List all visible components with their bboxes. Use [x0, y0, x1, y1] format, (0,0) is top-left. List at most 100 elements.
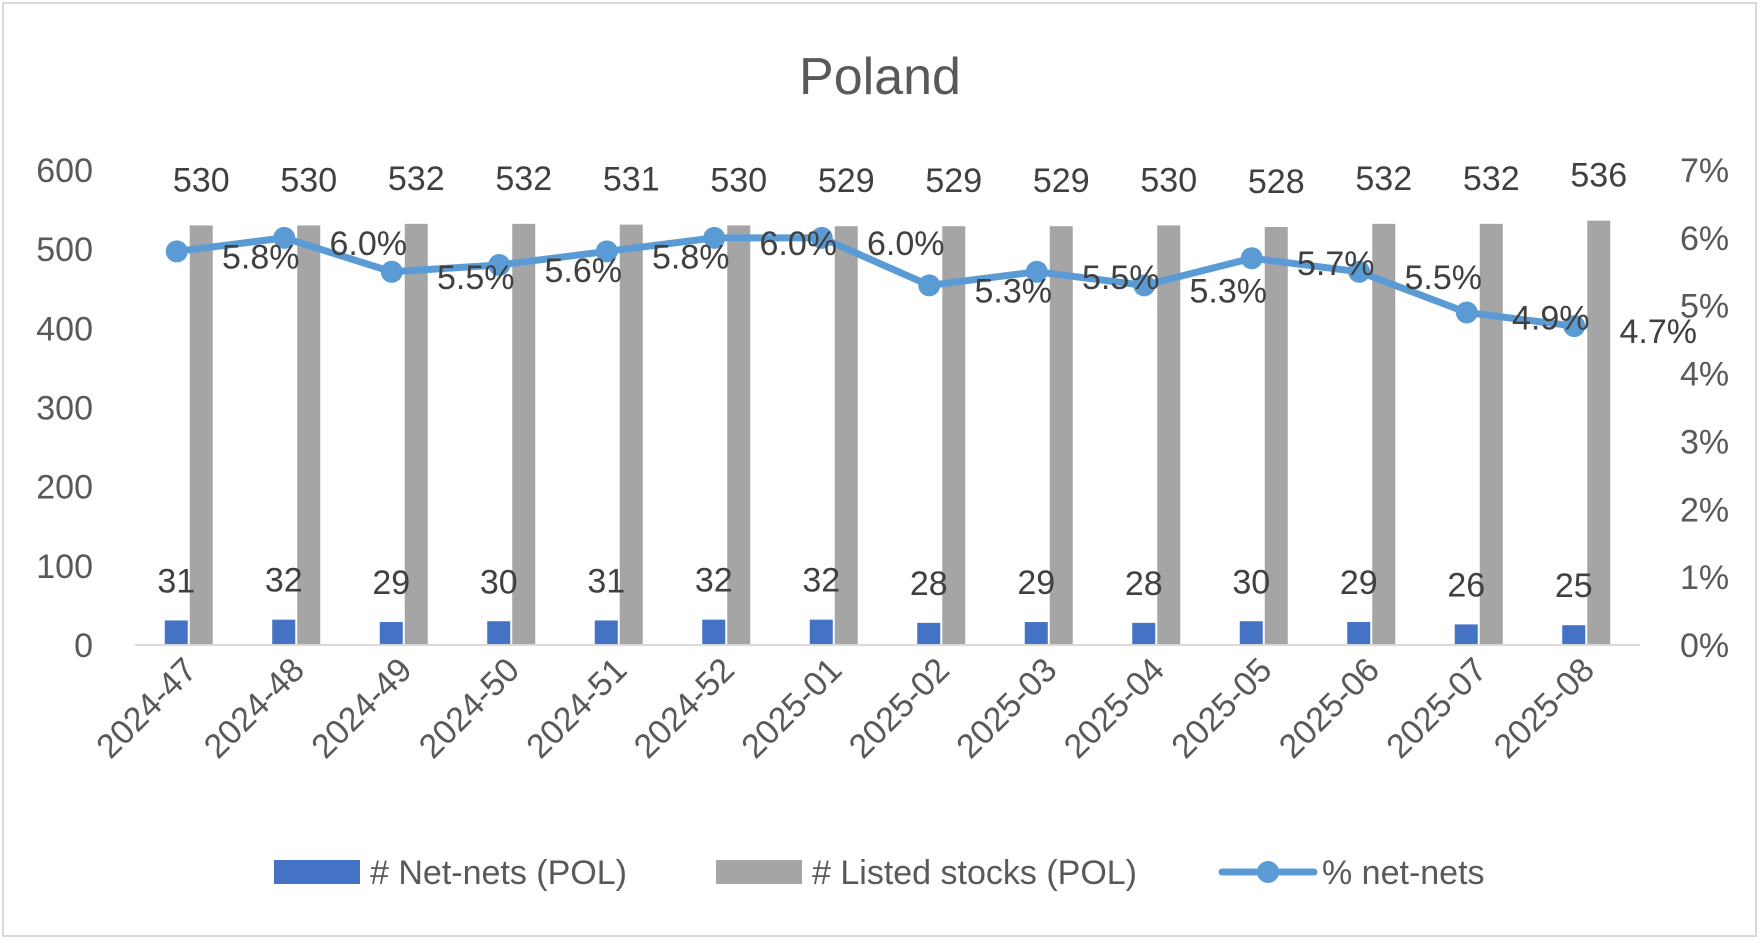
bar-listed-stocks [619, 224, 643, 645]
bar-net-nets [1562, 625, 1586, 645]
x-tick-label: 2025-05 [1164, 651, 1279, 766]
x-tick-label: 2024-50 [412, 651, 527, 766]
x-axis: 2024-472024-482024-492024-502024-512024-… [89, 651, 1602, 766]
chart-title: Poland [799, 48, 961, 106]
y2-tick-label: 5% [1680, 288, 1729, 326]
legend-swatch-listed-stocks [716, 860, 802, 884]
data-label-listed-stocks: 528 [1248, 163, 1305, 201]
data-label-percent: 4.9% [1512, 300, 1590, 338]
line-point [1025, 260, 1048, 283]
data-label-listed-stocks: 531 [603, 161, 660, 199]
data-label-listed-stocks: 536 [1570, 157, 1627, 195]
data-label-percent: 4.7% [1620, 313, 1698, 351]
data-label-percent: 5.5% [1082, 259, 1160, 297]
data-label-percent: 5.3% [1190, 272, 1268, 310]
data-label-net-nets: 32 [265, 562, 303, 600]
y-tick-label: 200 [36, 469, 93, 507]
x-tick-label: 2025-03 [949, 651, 1064, 766]
y2-tick-label: 1% [1680, 559, 1729, 597]
data-label-net-nets: 25 [1555, 567, 1593, 605]
data-label-percent: 5.8% [222, 238, 300, 276]
data-label-listed-stocks: 529 [818, 162, 875, 200]
bar-listed-stocks [727, 225, 751, 645]
data-label-net-nets: 29 [372, 564, 410, 602]
bar-listed-stocks [297, 225, 321, 645]
data-label-listed-stocks: 532 [388, 160, 445, 198]
data-label-net-nets: 28 [910, 565, 948, 603]
data-label-percent: 5.5% [437, 259, 515, 297]
x-tick-label: 2025-01 [734, 651, 849, 766]
line-point [1563, 315, 1586, 338]
line-point [380, 260, 403, 283]
bar-listed-stocks [189, 225, 213, 645]
data-label-percent: 5.8% [652, 238, 730, 276]
line-point [1133, 274, 1156, 297]
x-tick-label: 2025-04 [1057, 651, 1172, 766]
y-tick-label: 300 [36, 390, 93, 428]
x-tick-label: 2024-51 [519, 651, 634, 766]
bar-net-nets [1454, 624, 1478, 645]
data-label-listed-stocks: 530 [280, 161, 337, 199]
bar-net-nets [917, 622, 941, 645]
data-label-net-nets: 30 [480, 563, 518, 601]
line-point [273, 226, 296, 249]
legend: # Net-nets (POL) # Listed stocks (POL) % n… [274, 854, 1485, 892]
bar-listed-stocks [1049, 226, 1073, 646]
bar-listed-stocks [1264, 227, 1288, 645]
data-label-percent: 5.7% [1297, 245, 1375, 283]
bar-listed-stocks [404, 223, 428, 646]
data-label-listed-stocks: 529 [925, 162, 982, 200]
data-label-listed-stocks: 530 [173, 161, 230, 199]
line-point [1240, 247, 1263, 270]
data-label-net-nets: 29 [1340, 564, 1378, 602]
bar-listed-stocks [1587, 220, 1611, 645]
data-label-listed-stocks: 530 [710, 161, 767, 199]
x-tick-label: 2025-06 [1272, 651, 1387, 766]
bar-net-nets [809, 619, 833, 645]
line-labels: 5.8% 6.0% 5.5% 5.6% 5.8% 6.0% 6.0% 5.3% 5.5% 5.3%… [222, 225, 1697, 351]
y2-tick-label: 7% [1680, 152, 1729, 190]
x-tick-label: 2024-49 [304, 651, 419, 766]
y-tick-label: 600 [36, 152, 93, 190]
x-tick-label: 2024-48 [197, 651, 312, 766]
legend-label-net-nets: # Net-nets (POL) [370, 854, 627, 892]
y-tick-label: 100 [36, 548, 93, 586]
data-label-percent: 5.5% [1405, 259, 1483, 297]
bar-net-nets [594, 620, 618, 645]
y2-tick-label: 0% [1680, 627, 1729, 665]
bar-net-nets [1347, 622, 1371, 645]
bar-net-nets [1239, 621, 1263, 645]
bars [164, 220, 1611, 646]
data-label-listed-stocks: 532 [1355, 160, 1412, 198]
data-label-net-nets: 31 [157, 562, 195, 600]
data-label-net-nets: 32 [695, 562, 733, 600]
data-label-listed-stocks: 530 [1140, 161, 1197, 199]
y2-tick-label: 2% [1680, 491, 1729, 529]
x-tick-label: 2025-07 [1379, 651, 1494, 766]
data-label-listed-stocks: 532 [1463, 160, 1520, 198]
data-label-percent: 5.3% [975, 272, 1053, 310]
bar-net-nets [1132, 622, 1156, 645]
bar-net-nets [272, 619, 296, 645]
bar-listed-stocks [1372, 223, 1396, 646]
line-point [703, 226, 726, 249]
data-label-net-nets: 32 [802, 562, 840, 600]
legend-swatch-percent-marker [1257, 861, 1279, 883]
y-tick-label: 400 [36, 310, 93, 348]
y2-tick-label: 3% [1680, 423, 1729, 461]
data-label-percent: 6.0% [330, 225, 408, 263]
legend-label-listed-stocks: # Listed stocks (POL) [812, 854, 1137, 892]
legend-label-percent: % net-nets [1322, 854, 1485, 892]
line-point [918, 274, 941, 297]
line-series [165, 226, 1586, 338]
bar-net-nets [487, 621, 511, 645]
x-tick-label: 2025-08 [1487, 651, 1602, 766]
line-point [488, 254, 511, 276]
data-label-net-nets: 31 [587, 562, 625, 600]
data-label-net-nets: 26 [1447, 566, 1485, 604]
bar-listed-stocks [1157, 225, 1181, 645]
y-tick-label: 0 [74, 627, 93, 665]
y2-tick-label: 6% [1680, 220, 1729, 258]
